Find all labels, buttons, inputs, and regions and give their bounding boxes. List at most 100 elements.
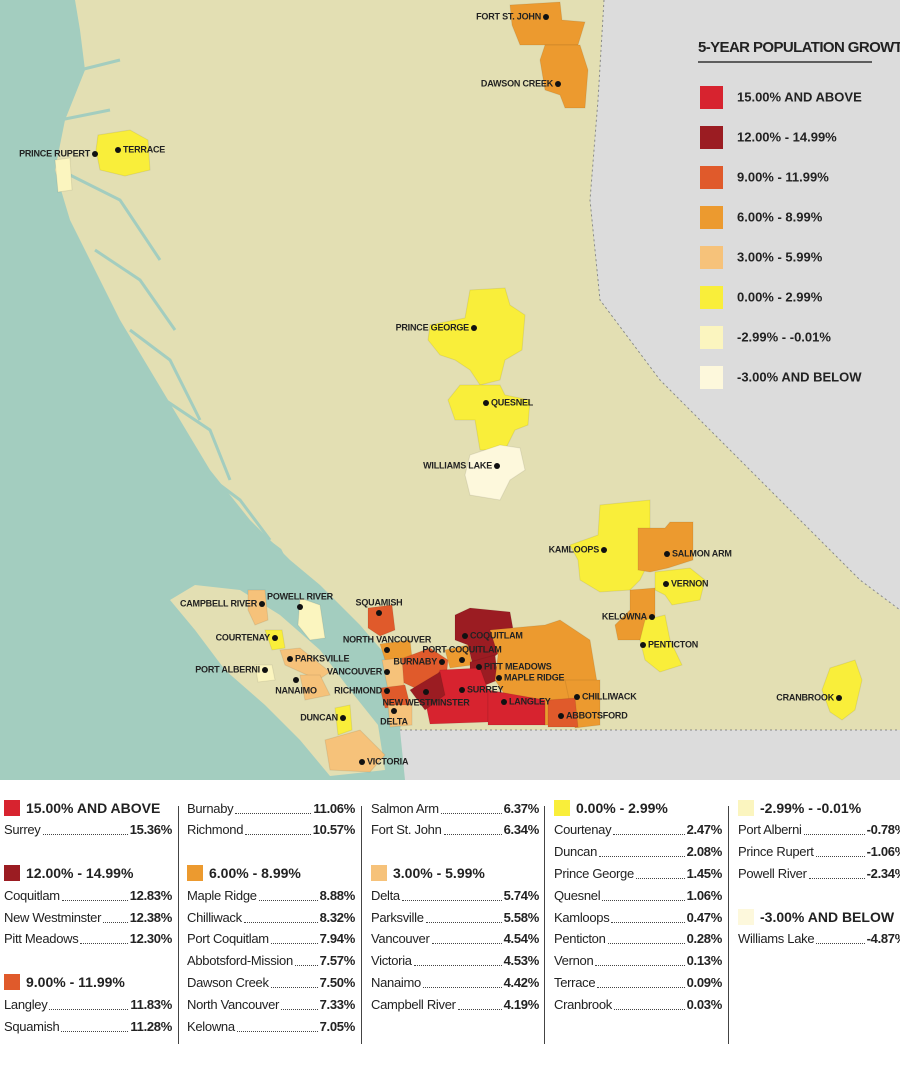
leader	[270, 933, 318, 945]
leader	[422, 977, 502, 988]
entry-name: Prince George	[554, 865, 634, 881]
list-entry: Campbell River 4.19%	[371, 994, 539, 1014]
list-entry: Squamish 11.28%	[4, 1016, 172, 1036]
city-dot	[501, 699, 507, 705]
city-label: DELTA	[380, 716, 408, 726]
entry-value: 7.33%	[319, 996, 356, 1012]
group-heading: 12.00% - 14.99%	[4, 863, 133, 883]
city-label: ABBOTSFORD	[566, 710, 628, 720]
entry-value: 0.13%	[686, 953, 723, 969]
city-dot	[664, 551, 670, 557]
list-entry: Courtenay 2.47%	[554, 820, 722, 840]
group-swatch	[554, 800, 570, 816]
entry-value: 4.19%	[503, 996, 540, 1012]
entry-name: Vancouver	[371, 931, 430, 947]
leader	[803, 824, 865, 836]
city-label: PORT ALBERNI	[195, 664, 260, 674]
city-region	[539, 44, 589, 109]
city-label: NEW WESTMINSTER	[383, 697, 471, 707]
legend-label: 12.00% - 14.99%	[737, 129, 837, 144]
group-swatch	[738, 909, 754, 925]
leader	[281, 999, 318, 1010]
leader	[61, 890, 128, 901]
city-label: CHILLIWACK	[582, 691, 637, 701]
group-swatch	[4, 800, 20, 816]
group-heading-text: -3.00% AND BELOW	[760, 909, 895, 925]
city-dot	[384, 647, 390, 653]
entry-value: 8.32%	[319, 909, 356, 925]
legend-swatch	[700, 246, 723, 269]
city-dot	[471, 325, 477, 331]
list-entry: Richmond 10.57%	[187, 820, 355, 840]
city-label: RICHMOND	[334, 685, 383, 695]
alberta	[590, 0, 900, 610]
leader	[440, 803, 502, 814]
entry-value: -0.78%	[866, 822, 900, 838]
city-dot	[496, 675, 502, 681]
group-heading-text: 3.00% - 5.99%	[393, 865, 485, 882]
group-swatch	[738, 800, 754, 816]
group-swatch	[187, 865, 203, 882]
entry-name: Salmon Arm	[371, 800, 439, 816]
city-dot	[836, 695, 842, 701]
city-dot	[459, 657, 465, 663]
city-dot	[262, 667, 268, 673]
entry-value: 11.83%	[130, 996, 172, 1012]
city-dot	[558, 713, 564, 719]
city-label: CRANBROOK	[776, 692, 834, 702]
entry-value: 7.50%	[319, 974, 356, 990]
city-region	[464, 444, 526, 501]
group-swatch	[4, 974, 20, 991]
city-region	[637, 521, 694, 573]
leader	[599, 846, 685, 858]
city-region	[509, 1, 586, 46]
entry-name: Maple Ridge	[187, 887, 257, 903]
city-label: PORT COQUITLAM	[422, 644, 501, 654]
city-label: TERRACE	[123, 144, 165, 154]
city-label: POWELL RIVER	[267, 591, 334, 601]
city-label: PARKSVILLE	[295, 653, 350, 663]
leader	[270, 977, 318, 988]
list-entry: North Vancouver 7.33%	[187, 994, 355, 1014]
group-heading-text: 6.00% - 8.99%	[209, 865, 301, 882]
legend-swatch	[700, 126, 723, 149]
city-label: QUESNEL	[491, 397, 534, 407]
entry-value: 2.08%	[686, 844, 723, 860]
group-heading: 0.00% - 2.99%	[554, 798, 668, 818]
city-region	[367, 604, 396, 637]
city-region	[427, 287, 526, 386]
leader	[635, 868, 685, 879]
list-entry: Pitt Meadows 12.30%	[4, 929, 172, 949]
entry-name: Duncan	[554, 844, 598, 860]
entry-value: 12.38%	[129, 909, 173, 925]
city-label: VICTORIA	[367, 756, 409, 766]
entry-name: Quesnel	[554, 887, 601, 903]
city-dot	[423, 689, 429, 695]
city-dot	[272, 635, 278, 641]
list-entry: Coquitlam 12.83%	[4, 885, 172, 905]
leader	[243, 912, 318, 923]
list-entry: Maple Ridge 8.88%	[187, 885, 355, 905]
group-heading: 15.00% AND ABOVE	[4, 798, 160, 818]
entry-value: 12.30%	[129, 931, 173, 947]
entry-value: 1.06%	[686, 887, 723, 903]
city-dot	[640, 642, 646, 648]
city-dot	[376, 610, 382, 616]
city-label: DUNCAN	[300, 712, 338, 722]
list-entry: Nanaimo 4.42%	[371, 972, 539, 992]
group-heading: -3.00% AND BELOW	[738, 907, 894, 927]
entry-value: 0.03%	[686, 996, 723, 1012]
entry-name: Kelowna	[187, 1018, 235, 1034]
fjords	[59, 58, 302, 591]
city-label: LANGLEY	[509, 696, 551, 706]
list-entry: Abbotsford-Mission 7.57%	[187, 951, 355, 971]
entry-name: Abbotsford-Mission	[187, 953, 293, 969]
entry-value: 5.58%	[503, 909, 540, 925]
list-entry: Fort St. John 6.34%	[371, 820, 539, 840]
usa	[400, 730, 900, 780]
city-label: NORTH VANCOUVER	[343, 634, 432, 644]
leader	[42, 824, 128, 836]
group-heading: 3.00% - 5.99%	[371, 863, 485, 883]
entry-value: 0.09%	[686, 974, 723, 990]
